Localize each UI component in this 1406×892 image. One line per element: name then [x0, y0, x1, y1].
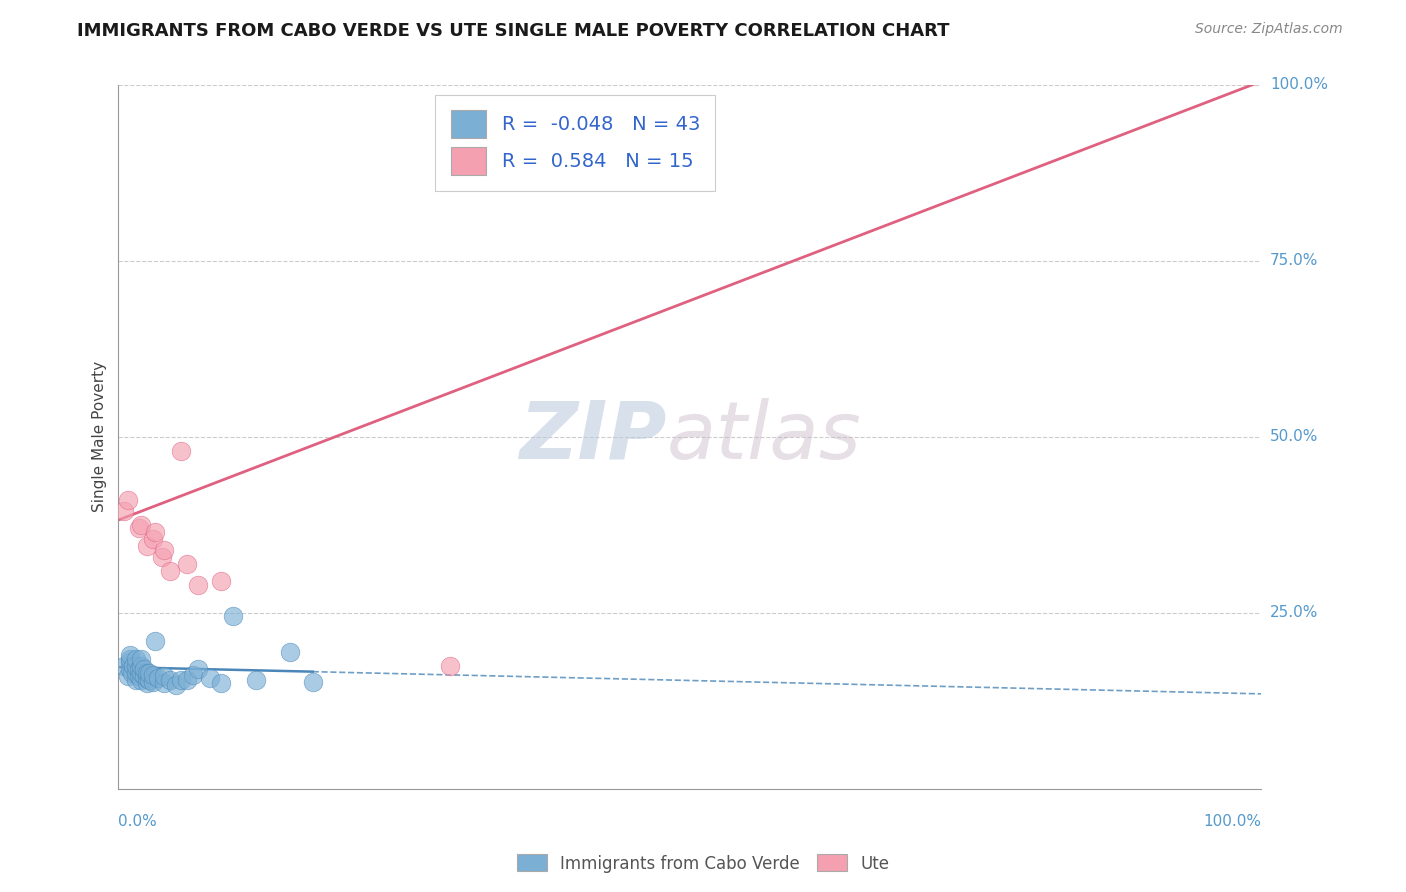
Point [138, 665, 160, 680]
Point [129, 658, 152, 673]
Point [132, 662, 155, 676]
Point [439, 658, 461, 673]
Point [278, 645, 301, 659]
Point [176, 673, 198, 687]
Point [187, 662, 209, 676]
Point [128, 669, 150, 683]
Point [118, 662, 141, 676]
Point [159, 673, 181, 687]
Text: 50.0%: 50.0% [1270, 429, 1319, 444]
Point [138, 673, 160, 687]
Point [124, 651, 146, 665]
Text: 75.0%: 75.0% [1270, 253, 1319, 268]
Text: 100.0%: 100.0% [1204, 814, 1261, 829]
Point [128, 521, 150, 535]
Point [121, 665, 143, 680]
Point [153, 542, 176, 557]
Point [222, 609, 245, 624]
Point [143, 634, 166, 648]
Point [124, 658, 146, 673]
Point [142, 532, 165, 546]
Point [148, 671, 170, 685]
Point [118, 648, 141, 662]
Text: 0.0%: 0.0% [118, 814, 157, 829]
Point [136, 671, 159, 685]
Text: atlas: atlas [666, 398, 862, 476]
Text: ZIP: ZIP [519, 398, 666, 476]
Legend: Immigrants from Cabo Verde, Ute: Immigrants from Cabo Verde, Ute [510, 847, 896, 880]
Point [209, 574, 232, 589]
Point [143, 524, 166, 539]
Point [118, 655, 141, 669]
Point [142, 674, 165, 689]
Point [170, 444, 193, 458]
Point [112, 658, 135, 673]
Text: Source: ZipAtlas.com: Source: ZipAtlas.com [1195, 22, 1343, 37]
Point [136, 539, 159, 553]
Point [129, 651, 152, 665]
Point [170, 673, 193, 687]
Point [124, 673, 146, 687]
Point [136, 665, 159, 680]
Point [209, 676, 232, 690]
Y-axis label: Single Male Poverty: Single Male Poverty [93, 361, 107, 513]
Point [159, 564, 181, 578]
Text: IMMIGRANTS FROM CABO VERDE VS UTE SINGLE MALE POVERTY CORRELATION CHART: IMMIGRANTS FROM CABO VERDE VS UTE SINGLE… [77, 22, 950, 40]
Point [181, 668, 204, 682]
Text: 25.0%: 25.0% [1270, 606, 1319, 621]
Point [150, 549, 173, 564]
Point [153, 669, 176, 683]
Point [129, 517, 152, 532]
Point [132, 669, 155, 683]
Point [301, 674, 323, 689]
Point [136, 676, 159, 690]
Point [112, 504, 135, 518]
Point [153, 676, 176, 690]
Point [117, 493, 139, 508]
Point [129, 665, 152, 680]
Point [198, 671, 221, 685]
Point [122, 658, 145, 673]
Text: 100.0%: 100.0% [1270, 78, 1329, 93]
Point [142, 668, 165, 682]
Point [128, 662, 150, 676]
Point [245, 673, 267, 687]
Point [118, 651, 141, 665]
Point [176, 557, 198, 571]
Point [187, 578, 209, 592]
Legend: R =  -0.048   N = 43, R =  0.584   N = 15: R = -0.048 N = 43, R = 0.584 N = 15 [436, 95, 716, 191]
Point [165, 678, 187, 692]
Point [117, 669, 139, 683]
Point [124, 665, 146, 680]
Point [129, 673, 152, 687]
